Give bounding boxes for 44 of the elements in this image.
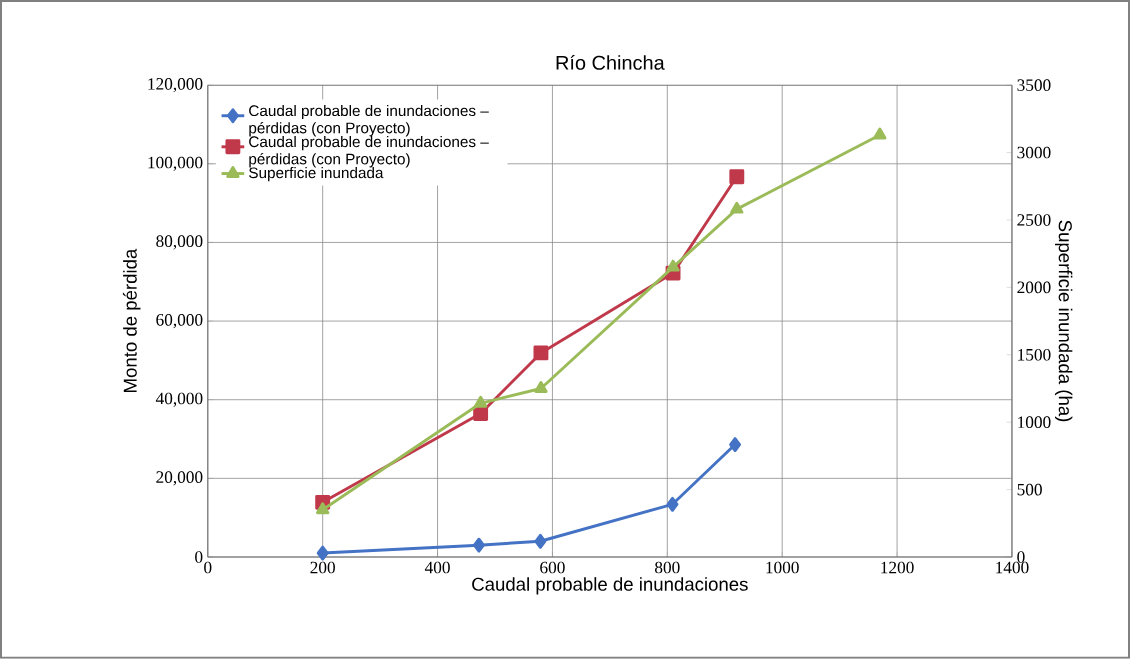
point: [316, 502, 330, 515]
point: [730, 201, 744, 214]
legend-label: Caudal probable de inundaciones – pérdidas (con Proyecto): [249, 136, 489, 168]
y2-tick-label: 1000: [1018, 416, 1051, 429]
y-tick-label: 120,000: [148, 78, 203, 93]
point: [473, 406, 489, 422]
x-tick-label: 1000: [766, 561, 799, 574]
y-tick-label: 100,000: [148, 156, 203, 172]
chart-title: Río Chincha: [556, 55, 665, 70]
y2-tick-label: 1500: [1018, 349, 1051, 361]
y-tick-label: 0: [195, 551, 203, 563]
y2-axis-title: Superficie inundada (ha): [1055, 220, 1073, 422]
x-tick-label: 1400: [996, 561, 1029, 574]
point: [729, 437, 742, 453]
y-tick-label: 80,000: [156, 235, 203, 250]
point: [473, 396, 488, 408]
point: [534, 381, 548, 394]
point: [534, 533, 547, 549]
legend-label: Caudal probable de inundaciones – pérdidas (con Proyecto): [249, 105, 489, 137]
x-tick-label: 800: [655, 561, 680, 574]
x-tick-label: 0: [204, 561, 212, 574]
y2-tick-label: 3000: [1017, 146, 1051, 159]
y2-tick-label: 500: [1017, 483, 1042, 496]
legend-label: Superficie inundada: [249, 167, 384, 182]
x-tick-label: 600: [540, 561, 565, 574]
y-tick-label: 20,000: [156, 471, 203, 486]
y-tick-label: 40,000: [155, 392, 203, 407]
point: [316, 545, 329, 561]
x-tick-label: 1200: [881, 561, 914, 574]
x-axis-title: Caudal probable de inundaciones: [472, 577, 748, 595]
x-tick-label: 200: [310, 561, 335, 574]
y2-tick-label: 0: [1017, 551, 1025, 563]
y-axis-title: Monto de pérdida: [122, 248, 141, 393]
point: [472, 537, 485, 553]
y2-tick-label: 2500: [1017, 214, 1051, 226]
y2-tick-label: 2000: [1017, 281, 1051, 294]
x-tick-label: 400: [424, 561, 450, 574]
y2-tick-label: 3500: [1017, 79, 1051, 92]
point: [666, 497, 679, 512]
point: [533, 345, 549, 361]
point: [666, 259, 680, 272]
y-tick-label: 60,000: [156, 314, 203, 329]
point: [729, 169, 745, 185]
point: [873, 127, 887, 140]
